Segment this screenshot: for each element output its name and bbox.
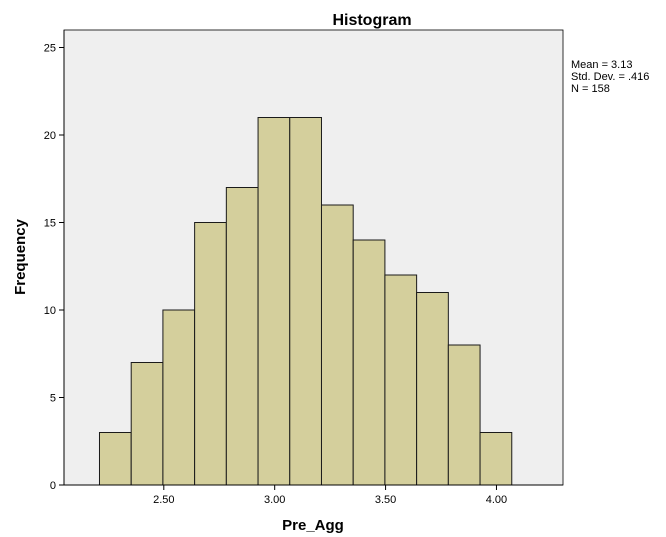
y-axis-ticks: 0 5 10 15 20 25 — [44, 43, 64, 492]
x-axis-ticks: 2.50 3.00 3.50 4.00 — [153, 485, 507, 506]
stat-mean: Mean = 3.13 — [571, 59, 632, 71]
histogram-bar-12 — [447, 344, 481, 486]
histogram-bar-11 — [416, 292, 449, 486]
y-tick-label: 25 — [44, 43, 56, 55]
histogram-bar-9 — [352, 239, 386, 486]
y-tick-label: 5 — [50, 393, 56, 405]
histogram-bar-4 — [194, 222, 227, 486]
y-tick-label: 0 — [50, 480, 56, 492]
stat-n: N = 158 — [571, 83, 610, 95]
histogram-bar-13 — [479, 432, 513, 486]
histogram-bar-3 — [162, 309, 196, 486]
y-axis-label: Frequency — [12, 218, 29, 295]
x-tick-label: 2.50 — [153, 494, 174, 506]
chart-title: Histogram — [332, 12, 411, 29]
x-tick-label: 4.00 — [486, 494, 507, 506]
y-tick-label: 15 — [44, 218, 56, 230]
histogram-bar-5 — [225, 187, 259, 486]
histogram-bar-10 — [384, 274, 418, 486]
histogram-bar-6 — [257, 117, 291, 486]
histogram-bars — [98, 117, 513, 486]
histogram-bar-2 — [130, 362, 164, 486]
x-tick-label: 3.50 — [375, 494, 396, 506]
histogram-bar-1 — [98, 432, 132, 486]
y-tick-label: 20 — [44, 130, 56, 142]
histogram-bar-8 — [320, 204, 354, 486]
y-tick-label: 10 — [44, 305, 56, 317]
stat-std-dev: Std. Dev. = .416 — [571, 71, 649, 83]
histogram-bar-7 — [289, 117, 322, 486]
x-tick-label: 3.00 — [264, 494, 285, 506]
x-axis-label: Pre_Agg — [282, 517, 344, 534]
